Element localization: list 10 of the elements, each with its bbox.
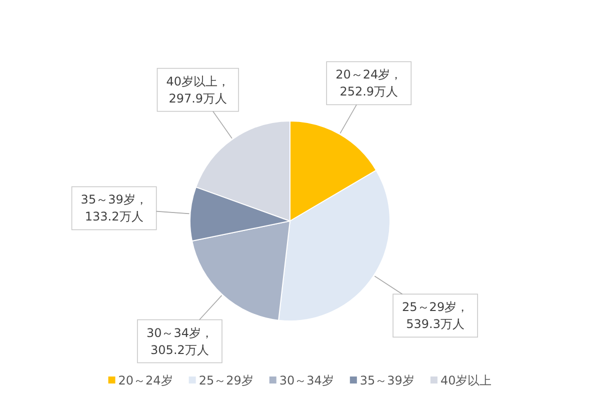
data-label: 20～24岁， 252.9万人: [336, 68, 402, 99]
legend-label: 30～34岁: [279, 374, 334, 388]
legend-label: 35～39岁: [360, 374, 414, 388]
legend-label: 25～29岁: [198, 374, 254, 388]
legend-label: 40岁以上: [440, 374, 492, 388]
legend-label: 20～24岁: [118, 374, 173, 388]
data-label: 35～39岁， 133.2万人: [80, 192, 148, 224]
data-label: 25～29岁， 539.3万人: [402, 300, 469, 332]
data-label: 40岁以上， 297.9万人: [166, 74, 230, 106]
data-label: 30～34岁， 305.2万人: [146, 326, 213, 357]
